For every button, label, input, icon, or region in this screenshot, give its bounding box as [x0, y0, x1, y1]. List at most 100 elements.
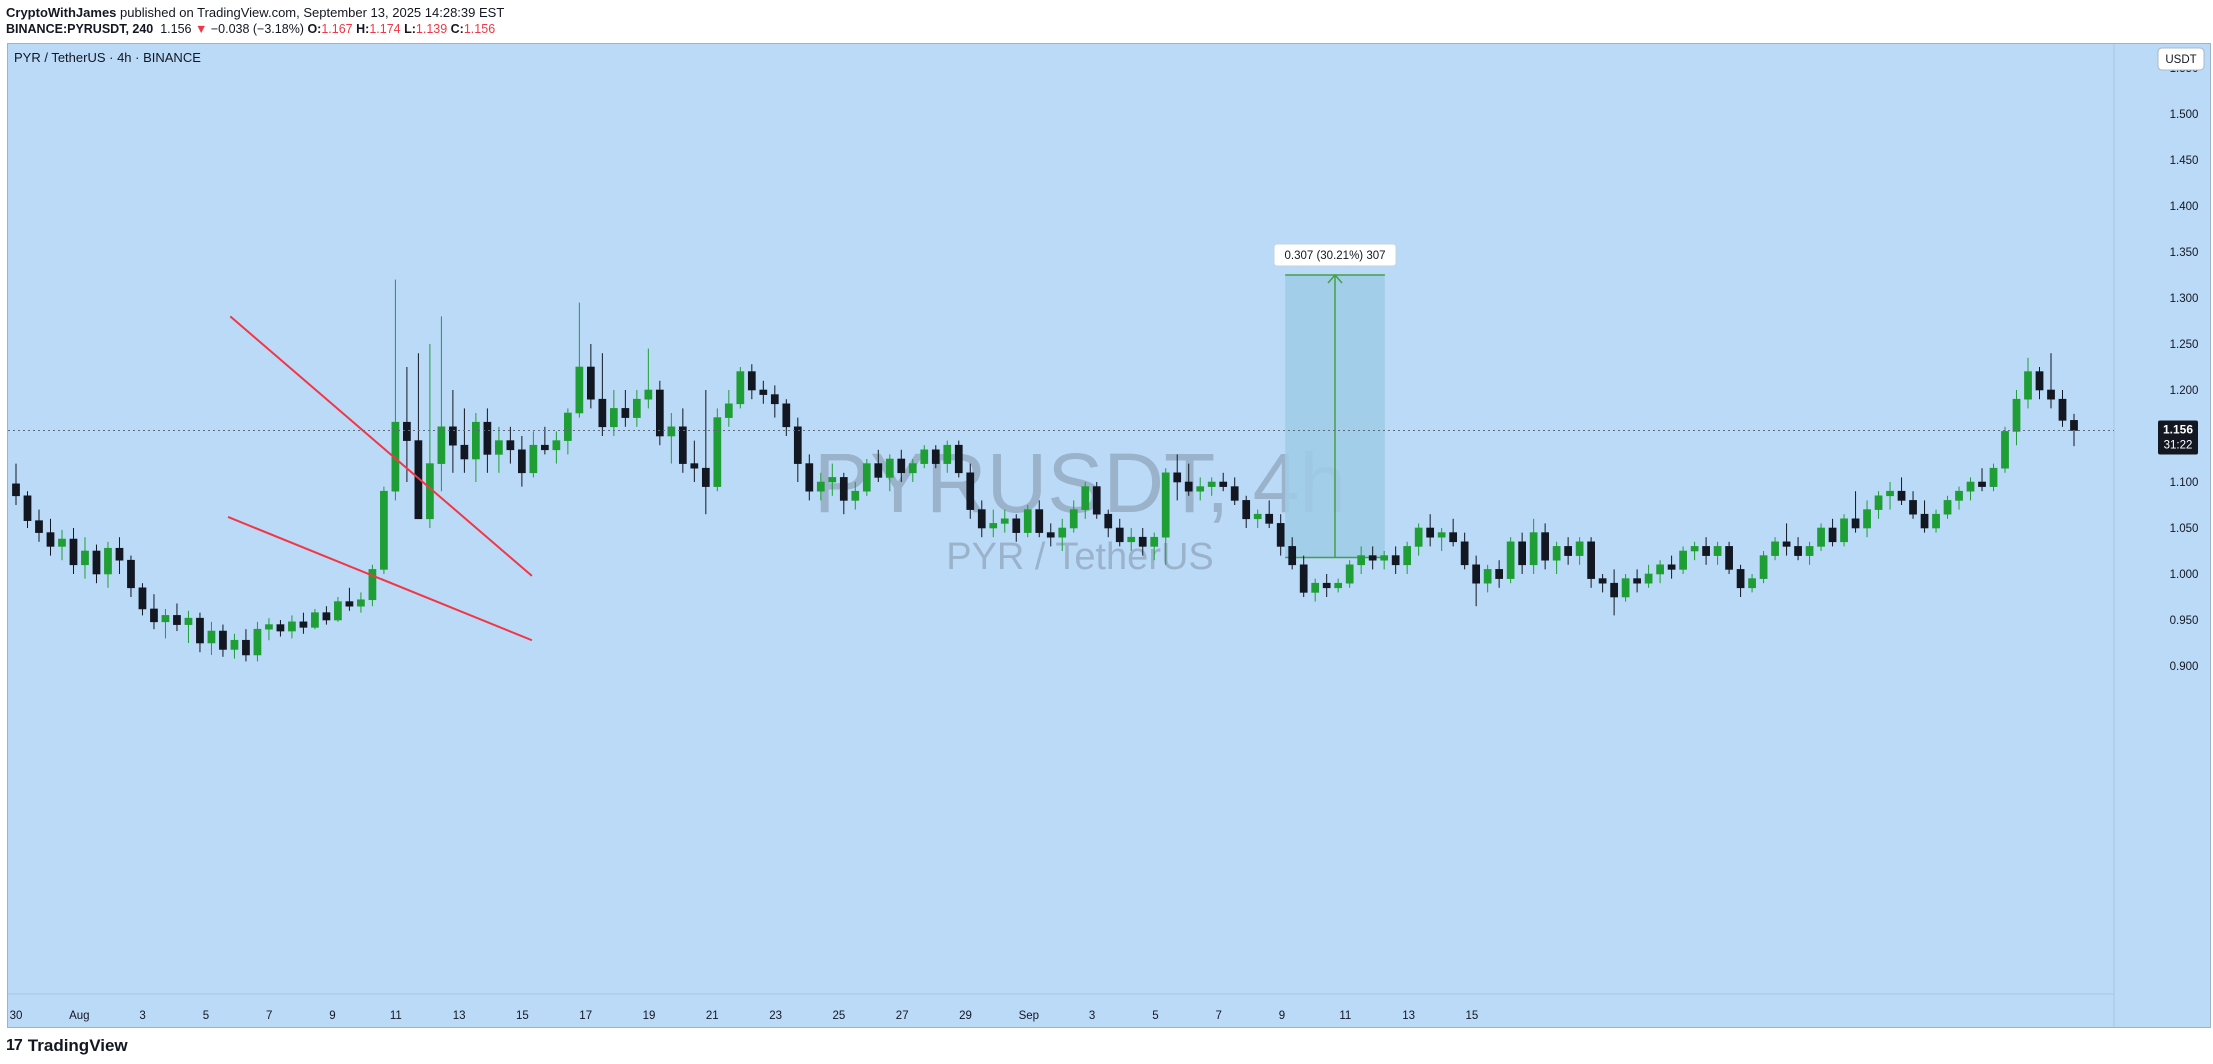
candle-body — [1932, 513, 1940, 529]
time-axis[interactable]: 30 Aug 3 5 7 9 11 13 15 17 19 21 23 25 27 29 Sep 3 5 7 9 11 13… — [10, 1010, 1479, 1022]
candle-body — [1564, 546, 1572, 556]
y-tick-label: 1.000 — [2170, 569, 2199, 581]
candle-body — [1851, 518, 1860, 529]
candle-body — [1127, 536, 1136, 543]
candle-body — [770, 394, 779, 405]
candle-body — [816, 481, 825, 492]
watermark-description: PYR / TetherUS — [946, 536, 1214, 578]
candle-body — [1679, 550, 1687, 570]
x-tick-label: Aug — [69, 1010, 89, 1022]
candle-body — [1483, 569, 1492, 584]
candle-body — [12, 483, 20, 497]
price-chart[interactable]: PYR / TetherUS · 4h · BINANCE PYRUSDT, 4… — [8, 44, 2210, 1027]
high-label: H: — [356, 22, 370, 36]
candle-body — [1725, 546, 1733, 570]
chart-panel[interactable]: PYR / TetherUS · 4h · BINANCE PYRUSDT, 4… — [7, 43, 2211, 1028]
candle-body — [1759, 555, 1768, 579]
candle-body — [173, 615, 181, 625]
tradingview-logo[interactable]: 17 TradingView — [6, 1036, 128, 1056]
candle-body — [1817, 527, 1825, 547]
candle-body — [518, 449, 526, 474]
trendlines[interactable] — [227, 315, 533, 642]
candle-body — [1081, 486, 1090, 510]
candle-body — [1886, 490, 1894, 497]
x-tick-label: 5 — [203, 1010, 209, 1022]
candle-body — [747, 371, 756, 391]
candle-body — [81, 550, 89, 566]
candlestick-series[interactable] — [12, 279, 2078, 662]
candle-body — [345, 601, 354, 607]
x-tick-label: 25 — [833, 1010, 846, 1022]
candle-body — [1058, 527, 1067, 538]
candle-body — [1920, 513, 1929, 529]
candle-body — [161, 615, 170, 623]
author-name[interactable]: CryptoWithJames — [6, 5, 117, 20]
candle-body — [920, 449, 929, 464]
candle-body — [1840, 518, 1848, 543]
candle-body — [1115, 527, 1124, 543]
candle-body — [690, 463, 699, 469]
candle-body — [2001, 431, 2009, 469]
candle-body — [1299, 564, 1308, 593]
candle-body — [230, 639, 239, 650]
currency-badge-box — [2157, 47, 2205, 71]
candle-body — [1069, 509, 1078, 529]
candle-body — [1046, 532, 1055, 538]
candle-body — [678, 426, 687, 464]
candle-body — [529, 444, 538, 474]
close-label: C: — [450, 22, 464, 36]
candle-body — [1104, 513, 1113, 529]
x-tick-label: 30 — [10, 1010, 23, 1022]
currency-badge[interactable]: USDT — [2157, 47, 2205, 71]
ohlc-line: BINANCE:PYRUSDT, 240 1.156 ▼ −0.038 (−3.… — [6, 22, 495, 36]
x-tick-label: 3 — [1089, 1010, 1095, 1022]
candle-body — [1150, 536, 1159, 547]
x-tick-label: 29 — [959, 1010, 972, 1022]
y-tick-label: 1.100 — [2170, 477, 2199, 489]
x-tick-label: 7 — [1215, 1010, 1221, 1022]
x-tick-label: 13 — [1402, 1010, 1415, 1022]
candle-body — [104, 547, 112, 575]
candle-body — [1403, 546, 1412, 566]
candle-body — [1230, 486, 1239, 501]
candle-body — [1161, 472, 1170, 538]
trendline-upper — [229, 315, 533, 577]
candle-body — [35, 520, 43, 533]
candle-body — [92, 550, 101, 575]
candle-body — [1449, 532, 1458, 543]
candle-body — [46, 532, 55, 547]
candle-body — [472, 421, 480, 460]
candle-body — [357, 599, 365, 607]
x-tick-label: 15 — [516, 1010, 529, 1022]
y-tick-label: 1.200 — [2170, 385, 2199, 397]
candle-body — [1989, 467, 1998, 487]
candle-body — [1633, 578, 1641, 584]
candle-body — [265, 624, 273, 630]
candle-body — [127, 559, 135, 589]
candle-body — [2047, 389, 2055, 400]
last-price-tag: 1.156 31:22 — [2158, 420, 2198, 455]
symbol-line: BINANCE:PYRUSDT, 240 — [6, 22, 154, 36]
x-tick-label: 15 — [1466, 1010, 1479, 1022]
candle-body — [828, 477, 837, 483]
y-tick-label: 1.500 — [2170, 109, 2199, 121]
last-price-value: 1.156 — [2163, 422, 2193, 436]
candle-body — [621, 408, 630, 418]
price-range-measure[interactable]: 0.307 (30.21%) 307 — [1273, 243, 1397, 559]
close-value: 1.156 — [463, 22, 496, 36]
candle-body — [598, 398, 607, 428]
candle-body — [1357, 555, 1366, 566]
candle-body — [782, 403, 791, 428]
candle-body — [644, 389, 653, 400]
candle-body — [1437, 532, 1446, 538]
y-tick-label: 0.950 — [2170, 615, 2199, 627]
candle-body — [1805, 546, 1814, 556]
candle-body — [380, 490, 388, 570]
candle-body — [713, 417, 722, 487]
candle-body — [1690, 546, 1699, 552]
candle-body — [2035, 371, 2044, 391]
candle-body — [460, 444, 469, 460]
candle-body — [276, 624, 285, 632]
candle-body — [1863, 509, 1871, 529]
candle-body — [1771, 541, 1779, 556]
